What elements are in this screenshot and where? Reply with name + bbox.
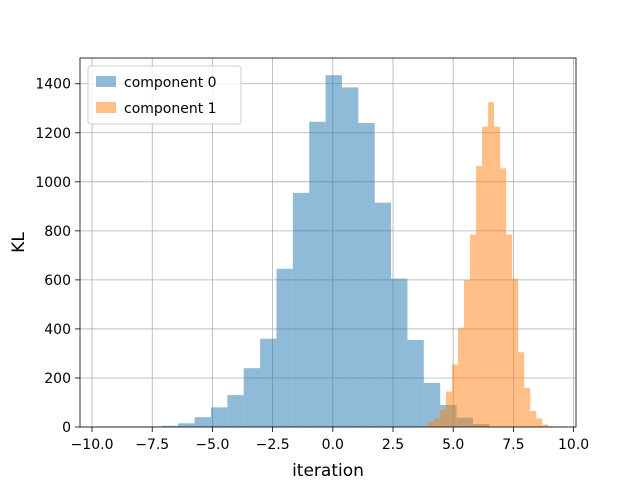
- legend-swatch: [96, 76, 116, 87]
- x-tick-label: −10.0: [71, 437, 114, 453]
- y-tick-label: 0: [62, 420, 71, 436]
- y-tick-label: 200: [44, 371, 71, 387]
- histogram-bar: [227, 395, 244, 427]
- histogram-bar: [427, 422, 434, 427]
- histogram-bar: [512, 278, 519, 427]
- y-tick-label: 1000: [35, 175, 71, 191]
- x-tick-label: −2.5: [256, 437, 290, 453]
- legend-entry: component 1: [124, 101, 217, 117]
- histogram-bar: [506, 234, 513, 427]
- x-tick-label: 5.0: [442, 437, 464, 453]
- histogram-bar: [260, 338, 277, 427]
- histogram-bar: [439, 409, 446, 427]
- histogram-bar: [530, 411, 537, 427]
- histogram-bar: [161, 425, 179, 427]
- y-tick-label: 1400: [35, 77, 71, 93]
- histogram-bar: [433, 418, 440, 427]
- histogram-bars: [112, 75, 555, 428]
- histogram-bar: [470, 234, 477, 427]
- histogram-bar: [178, 423, 195, 427]
- y-tick-label: 600: [44, 273, 71, 289]
- histogram-bar: [243, 368, 261, 427]
- x-tick-label: 7.5: [502, 437, 524, 453]
- y-tick-label: 400: [44, 322, 71, 338]
- histogram-bar: [500, 168, 507, 428]
- x-axis-ticks: −10.0 −7.5 −5.0 −2.5 0.0 2.5 5.0 7.5 10.0: [71, 427, 589, 453]
- x-tick-label: 10.0: [558, 437, 589, 453]
- legend-box: [87, 65, 242, 125]
- y-axis-label: KL: [9, 232, 29, 253]
- histogram-bar: [494, 126, 501, 428]
- histogram-bar: [536, 418, 543, 427]
- histogram-bar: [391, 278, 408, 427]
- x-tick-label: −5.0: [195, 437, 229, 453]
- legend: component 0 component 1: [87, 65, 242, 125]
- histogram-bar: [407, 339, 424, 427]
- x-tick-label: 0.0: [322, 437, 344, 453]
- histogram-bar: [194, 417, 211, 427]
- histogram-bar: [524, 387, 531, 427]
- histogram-bar: [325, 75, 342, 428]
- series-1-bars: [421, 102, 555, 428]
- x-axis-label: iteration: [292, 461, 364, 480]
- histogram-bar: [452, 364, 459, 427]
- legend-entry: component 0: [124, 75, 217, 91]
- histogram-bar: [518, 352, 525, 427]
- histogram-bar: [445, 391, 452, 427]
- histogram-bar: [482, 126, 489, 428]
- plot-frame: [79, 57, 577, 428]
- y-axis-ticks: 0 200 400 600 800 1000 1200 1400: [35, 77, 80, 436]
- histogram-bar: [292, 192, 310, 427]
- x-tick-label: 2.5: [382, 437, 404, 453]
- histogram-bar: [276, 268, 293, 427]
- histogram-bar: [464, 279, 471, 427]
- histogram-bar: [542, 424, 549, 427]
- histogram-bar: [374, 202, 392, 427]
- x-tick-label: −7.5: [135, 437, 169, 453]
- histogram-bar: [210, 407, 228, 427]
- y-tick-label: 800: [44, 224, 71, 240]
- histogram-bar: [309, 121, 326, 428]
- legend-swatch: [96, 102, 116, 113]
- histogram-bar: [423, 382, 441, 427]
- y-tick-label: 1200: [35, 126, 71, 142]
- histogram-bar: [458, 327, 465, 427]
- histogram-bar: [358, 122, 375, 427]
- histogram-bar: [341, 87, 359, 427]
- histogram-bar: [421, 425, 428, 427]
- series-0-bars: [112, 75, 490, 428]
- histogram-bar: [488, 102, 495, 428]
- histogram-bar: [476, 165, 483, 427]
